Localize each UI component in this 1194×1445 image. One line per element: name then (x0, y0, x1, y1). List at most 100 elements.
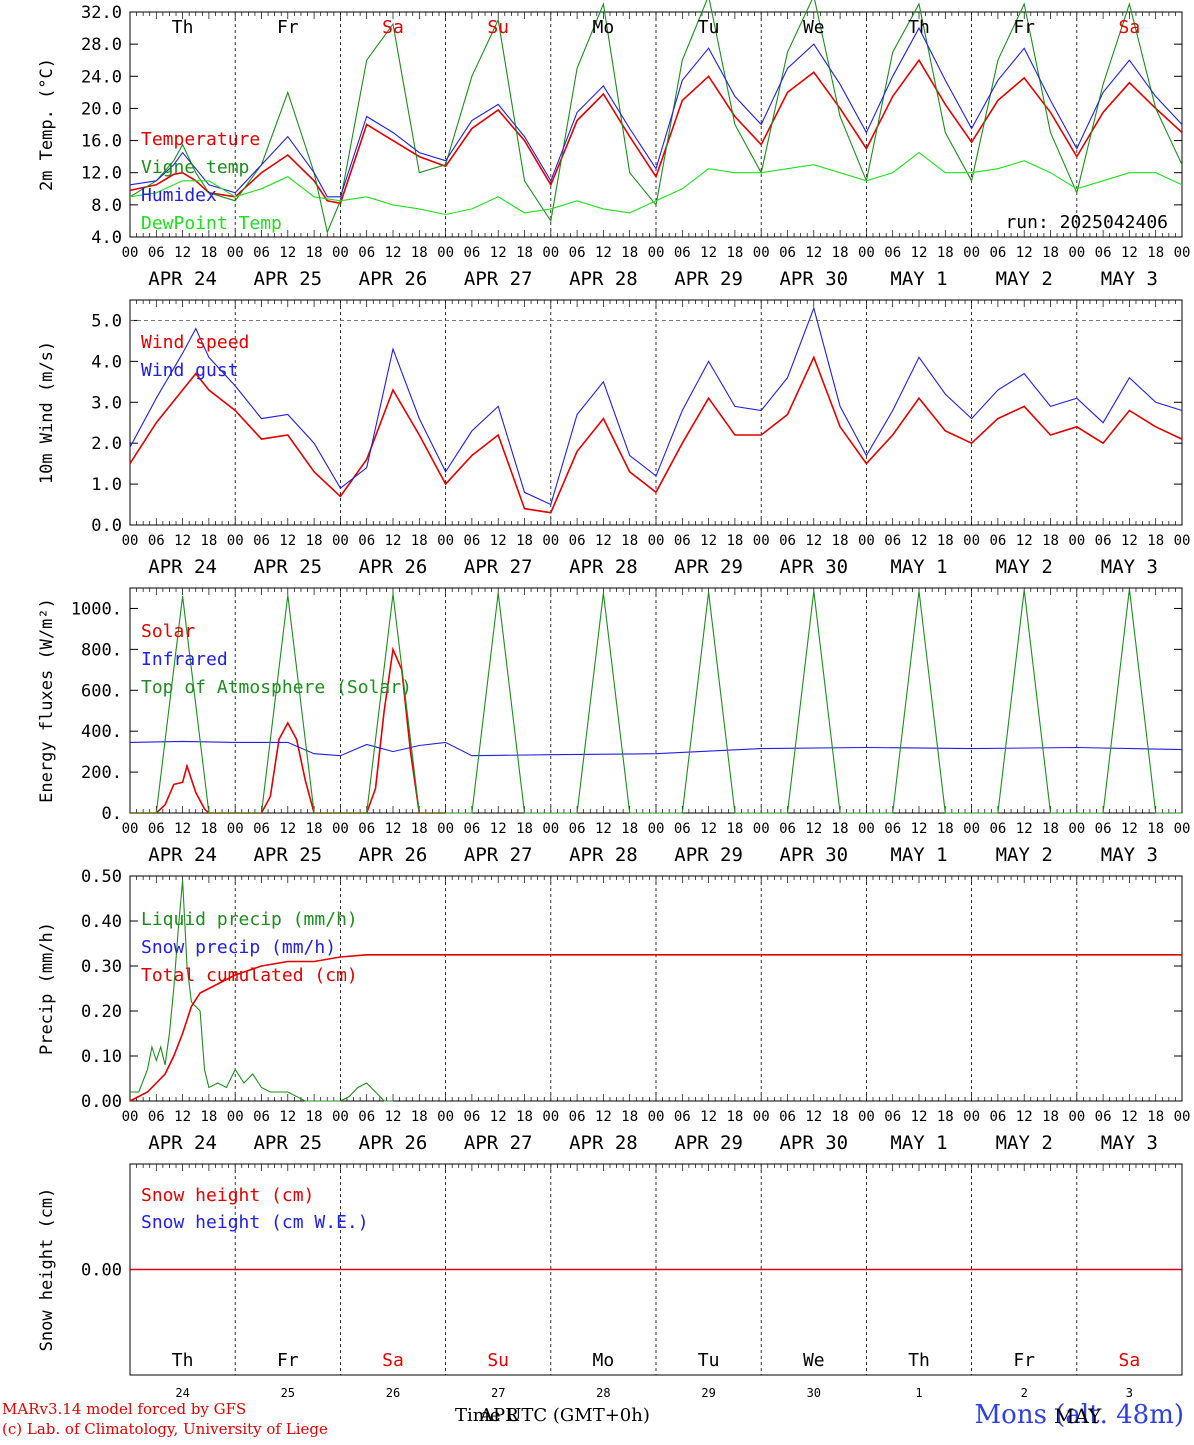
y-tick-label-temp: 12.0 (81, 164, 122, 184)
hour-label: 12 (385, 245, 402, 261)
hour-label: 12 (279, 245, 296, 261)
y-tick-label-precip: 0.20 (81, 1002, 122, 1022)
hour-label: 12 (279, 1109, 296, 1125)
y-tick-label-energy: 1000. (71, 599, 122, 619)
hour-label: 06 (1095, 1109, 1112, 1125)
y-tick-label-precip: 0.30 (81, 957, 122, 977)
y-tick-label-wind: 3.0 (91, 393, 122, 413)
date-label: MAY 3 (1101, 1132, 1158, 1154)
hour-label: 18 (200, 245, 217, 261)
y-axis-label-snow: Snow height (cm) (37, 1188, 57, 1352)
snow-day-number: 28 (596, 1386, 610, 1400)
hour-label: 06 (358, 821, 375, 837)
hour-label: 00 (753, 1109, 770, 1125)
hour-label: 18 (726, 1109, 743, 1125)
legend-item-wind: Wind speed (141, 332, 249, 353)
snow-day-number: 29 (701, 1386, 715, 1400)
hour-label: 12 (700, 533, 717, 549)
hour-label: 06 (148, 821, 165, 837)
date-label: APR 24 (148, 1132, 217, 1154)
hour-label: 06 (253, 533, 270, 549)
hour-label-end: 00 (1174, 245, 1191, 261)
hour-label: 18 (1147, 245, 1164, 261)
hour-label: 00 (227, 533, 244, 549)
date-label: APR 27 (464, 1132, 533, 1154)
run-label: run: 2025042406 (1005, 212, 1168, 233)
hour-label: 12 (805, 245, 822, 261)
y-tick-label-precip: 0.00 (81, 1092, 122, 1112)
snow-weekday-label: Sa (382, 1350, 404, 1371)
hour-label: 18 (411, 821, 428, 837)
hour-label: 18 (726, 821, 743, 837)
series-line-solar (130, 646, 446, 814)
hour-label: 00 (542, 533, 559, 549)
y-tick-label-wind: 0.0 (91, 516, 122, 536)
hour-label: 00 (227, 245, 244, 261)
hour-label: 00 (332, 821, 349, 837)
hour-label: 18 (832, 821, 849, 837)
hour-label: 00 (648, 533, 665, 549)
date-label: APR 25 (253, 268, 322, 290)
hour-label: 18 (621, 821, 638, 837)
hour-label: 12 (700, 821, 717, 837)
hour-label: 06 (989, 1109, 1006, 1125)
hour-label: 12 (1121, 533, 1138, 549)
y-tick-label-temp: 4.0 (91, 228, 122, 248)
date-label: APR 27 (464, 268, 533, 290)
y-tick-label-energy: 800. (81, 640, 122, 660)
date-label: MAY 1 (890, 1132, 947, 1154)
hour-label: 12 (805, 821, 822, 837)
hour-label: 18 (832, 245, 849, 261)
y-tick-label-temp: 16.0 (81, 132, 122, 152)
hour-label: 00 (1068, 821, 1085, 837)
weekday-label: Sa (382, 17, 404, 38)
hour-label: 00 (122, 1109, 139, 1125)
hour-label: 18 (1042, 821, 1059, 837)
hour-label: 00 (332, 1109, 349, 1125)
hour-label: 06 (253, 1109, 270, 1125)
date-label: APR 30 (779, 1132, 848, 1154)
weekday-label: Mo (593, 17, 615, 38)
series-line-liquid-precip-mm-h (130, 880, 393, 1102)
date-label: APR 28 (569, 556, 638, 578)
y-tick-label-temp: 32.0 (81, 3, 122, 23)
legend-item-energy: Infrared (141, 649, 228, 670)
hour-label: 18 (516, 533, 533, 549)
hour-label: 18 (621, 245, 638, 261)
weekday-label: We (803, 17, 825, 38)
hour-label: 06 (358, 245, 375, 261)
hour-label: 06 (1095, 533, 1112, 549)
date-label: APR 24 (148, 844, 217, 866)
hour-label: 06 (569, 821, 586, 837)
hour-label: 12 (595, 1109, 612, 1125)
hour-label: 06 (674, 1109, 691, 1125)
series-line-top-of-atmosphere-solar (130, 588, 1182, 814)
hour-label: 18 (1042, 533, 1059, 549)
date-label: APR 25 (253, 556, 322, 578)
date-label: MAY 2 (996, 556, 1053, 578)
hour-label-end: 00 (1174, 821, 1191, 837)
hour-label: 12 (490, 821, 507, 837)
hour-label: 12 (1016, 533, 1033, 549)
hour-label: 18 (621, 533, 638, 549)
hour-label: 12 (1016, 1109, 1033, 1125)
date-label: APR 28 (569, 844, 638, 866)
hour-label: 06 (253, 821, 270, 837)
hour-label-end: 00 (1174, 1109, 1191, 1125)
hour-label: 12 (385, 821, 402, 837)
hour-label: 06 (569, 533, 586, 549)
hour-label: 06 (884, 1109, 901, 1125)
y-tick-label-energy: 400. (81, 722, 122, 742)
hour-label: 12 (1016, 245, 1033, 261)
hour-label: 12 (911, 245, 928, 261)
hour-label: 12 (490, 533, 507, 549)
date-label: MAY 3 (1101, 844, 1158, 866)
hour-label: 06 (569, 1109, 586, 1125)
hour-label: 06 (989, 533, 1006, 549)
hour-label: 18 (200, 821, 217, 837)
station-name: Mons (alt. 48m) (974, 1400, 1184, 1430)
date-label: APR 30 (779, 268, 848, 290)
hour-label: 06 (358, 1109, 375, 1125)
hour-label: 18 (1042, 1109, 1059, 1125)
hour-label: 12 (174, 245, 191, 261)
